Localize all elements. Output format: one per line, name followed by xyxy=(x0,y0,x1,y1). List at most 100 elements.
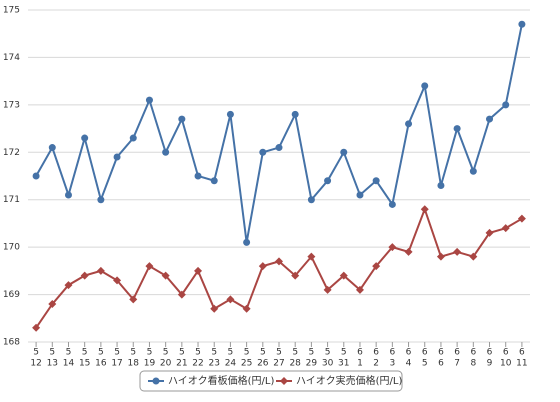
marker xyxy=(469,252,478,261)
marker xyxy=(453,247,462,256)
x-tick-label: 6 xyxy=(454,348,460,358)
marker xyxy=(486,115,494,123)
marker xyxy=(145,262,154,271)
x-tick-label: 5 xyxy=(211,348,217,358)
marker xyxy=(145,96,153,104)
marker xyxy=(210,304,219,313)
x-tick-label: 5 xyxy=(130,348,136,358)
marker xyxy=(113,276,122,285)
x-tick-label: 5 xyxy=(276,348,282,358)
x-tick-label: 18 xyxy=(128,359,140,369)
x-tick-label: 26 xyxy=(257,359,269,369)
marker xyxy=(469,167,477,175)
marker xyxy=(324,177,332,185)
x-tick-label: 6 xyxy=(422,348,428,358)
marker xyxy=(64,281,73,290)
x-tick-label: 23 xyxy=(208,359,219,369)
y-tick-label: 171 xyxy=(3,195,20,205)
x-tick-label: 31 xyxy=(338,359,349,369)
x-tick-label: 5 xyxy=(49,348,55,358)
x-tick-label: 6 xyxy=(438,359,444,369)
y-tick-label: 173 xyxy=(3,100,20,110)
marker xyxy=(388,243,397,252)
x-tick-label: 21 xyxy=(176,359,187,369)
x-tick-label: 5 xyxy=(147,348,153,358)
marker xyxy=(152,377,160,385)
y-tick-label: 168 xyxy=(3,338,20,348)
x-tick-label: 5 xyxy=(114,348,120,358)
x-tick-label: 6 xyxy=(373,348,379,358)
marker xyxy=(194,266,203,275)
marker xyxy=(517,214,526,223)
marker xyxy=(96,266,105,275)
marker xyxy=(372,177,380,185)
marker xyxy=(307,252,316,261)
x-tick-label: 6 xyxy=(487,348,493,358)
x-tick-label: 16 xyxy=(95,359,107,369)
x-tick-label: 30 xyxy=(322,359,334,369)
x-tick-label: 5 xyxy=(422,359,428,369)
x-tick-label: 15 xyxy=(79,359,90,369)
legend xyxy=(139,370,403,392)
x-tick-label: 1 xyxy=(357,359,363,369)
marker xyxy=(178,115,186,123)
marker xyxy=(280,377,288,385)
marker xyxy=(502,101,510,109)
x-tick-label: 11 xyxy=(516,359,527,369)
x-tick-label: 5 xyxy=(98,348,104,358)
y-tick-label: 175 xyxy=(3,6,20,16)
x-tick-label: 5 xyxy=(66,348,72,358)
x-tick-label: 20 xyxy=(160,359,172,369)
x-tick-label: 5 xyxy=(179,348,185,358)
marker xyxy=(420,205,429,214)
x-tick-label: 29 xyxy=(306,359,318,369)
marker xyxy=(275,144,283,152)
marker xyxy=(32,323,41,332)
x-tick-label: 28 xyxy=(289,359,301,369)
marker xyxy=(372,262,381,271)
x-tick-label: 5 xyxy=(309,348,315,358)
x-tick-label: 6 xyxy=(357,348,363,358)
marker xyxy=(129,134,137,142)
y-tick-label: 170 xyxy=(3,243,20,253)
series-line xyxy=(35,206,523,329)
x-tick-label: 5 xyxy=(292,348,298,358)
x-tick-label: 13 xyxy=(47,359,58,369)
x-tick-label: 6 xyxy=(438,348,444,358)
marker xyxy=(339,271,348,280)
marker xyxy=(421,82,429,90)
marker xyxy=(258,262,267,271)
marker xyxy=(210,177,218,185)
marker xyxy=(259,148,267,156)
marker xyxy=(162,148,170,156)
marker xyxy=(226,295,235,304)
marker xyxy=(437,181,445,189)
x-tick-label: 10 xyxy=(500,359,512,369)
x-tick-label: 6 xyxy=(519,348,525,358)
x-tick-label: 5 xyxy=(228,348,234,358)
x-tick-label: 2 xyxy=(373,359,379,369)
x-tick-label: 12 xyxy=(30,359,41,369)
y-tick-label: 172 xyxy=(3,148,20,158)
marker xyxy=(81,134,89,142)
x-tick-label: 5 xyxy=(244,348,250,358)
marker xyxy=(340,148,348,156)
y-tick-label: 174 xyxy=(3,53,20,63)
x-tick-label: 5 xyxy=(33,348,39,358)
marker xyxy=(356,191,364,199)
x-tick-label: 5 xyxy=(82,348,88,358)
x-tick-label: 6 xyxy=(503,348,509,358)
marker xyxy=(291,271,300,280)
x-tick-label: 8 xyxy=(470,359,476,369)
x-tick-label: 5 xyxy=(325,348,331,358)
legend-label: ハイオク実売価格(円/L) xyxy=(296,374,402,387)
x-tick-label: 6 xyxy=(389,348,395,358)
legend-label: ハイオク看板価格(円/L) xyxy=(168,374,274,387)
x-tick-label: 27 xyxy=(273,359,284,369)
y-tick-label: 169 xyxy=(3,290,20,300)
x-tick-label: 19 xyxy=(144,359,156,369)
marker xyxy=(405,120,413,128)
x-tick-label: 5 xyxy=(260,348,266,358)
marker xyxy=(161,271,170,280)
marker xyxy=(501,224,510,233)
